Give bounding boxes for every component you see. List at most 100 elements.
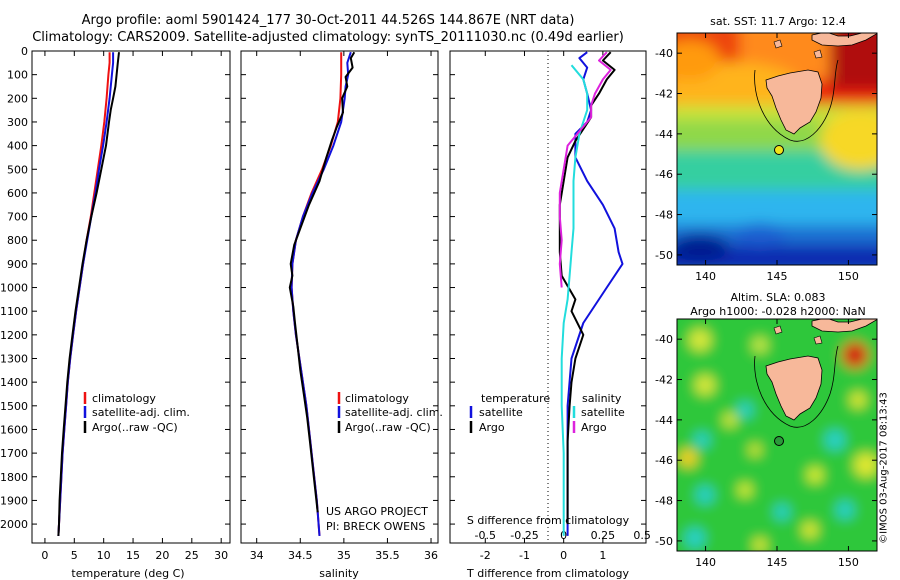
- argo-float-marker: [774, 436, 784, 446]
- project-annotation-line1: US ARGO PROJECT: [326, 505, 428, 518]
- sla-map-axes: -40 -42 -44 -46 -48 -50 140 145 150: [655, 319, 877, 569]
- x-tick-label: 10: [97, 549, 111, 562]
- latitude-tick-label: -42: [655, 374, 673, 387]
- x-tick-label: 0: [41, 549, 48, 562]
- depth-tick-label: 500: [7, 163, 28, 176]
- salinity-difference-tick-label: 0.5: [633, 529, 651, 542]
- depth-tick-label: 1400: [0, 376, 28, 389]
- temperature-axis-label: temperature (deg C): [71, 567, 184, 580]
- x-tick-label: 1: [599, 549, 606, 562]
- depth-tick-label: 800: [7, 234, 28, 247]
- sst-field: [677, 33, 877, 265]
- project-annotation-line2: PI: BRECK OWENS: [326, 520, 425, 533]
- longitude-tick-label: 145: [767, 270, 788, 283]
- salinity-y-ticks: [241, 50, 438, 525]
- salinity-panel: 34 34.5 35 35.5 36 salinity climatology sate…: [240, 50, 443, 580]
- latitude-tick-label: -50: [655, 249, 673, 262]
- salinity-difference-axis-label: S difference from climatology: [467, 514, 630, 527]
- legend-label-argo: Argo(..raw -QC): [345, 421, 431, 434]
- depth-tick-label: 700: [7, 211, 28, 224]
- difference-axes-frame: [449, 50, 647, 544]
- x-tick-label: 5: [71, 549, 78, 562]
- longitude-tick-label: 150: [838, 556, 859, 569]
- salinity-difference-tick-label: -0.5: [475, 529, 496, 542]
- latitude-tick-label: -42: [655, 88, 673, 101]
- legend-label-s-satellite: satellite: [581, 406, 625, 419]
- difference-x-axis: -2 -1 0 1: [480, 51, 606, 562]
- temperature-difference-axis-label: T difference from climatology: [466, 567, 629, 580]
- latitude-tick-label: -44: [655, 414, 673, 427]
- legend-label-argo: Argo(..raw -QC): [92, 421, 178, 434]
- x-tick-label: 0: [560, 549, 567, 562]
- longitude-tick-label: 140: [695, 270, 716, 283]
- temperature-axes-frame: [31, 50, 231, 544]
- temperature-legend: climatology satellite-adj. clim. Argo(..…: [83, 392, 190, 434]
- legend-label-climatology: climatology: [92, 392, 156, 405]
- salinity-difference-tick-label: 0.25: [591, 529, 616, 542]
- legend-label-t-satellite: satellite: [479, 406, 523, 419]
- x-tick-label: 35.5: [375, 549, 400, 562]
- latitude-tick-label: -48: [655, 495, 673, 508]
- flinders-island: [813, 335, 823, 345]
- depth-tick-label: 200: [7, 92, 28, 105]
- x-tick-label: 34.5: [288, 549, 313, 562]
- depth-tick-label: 2000: [0, 518, 28, 531]
- argo-raw-qc-line: [288, 51, 356, 513]
- x-tick-label: 34: [250, 549, 264, 562]
- figure-title-line2: Climatology: CARS2009. Satellite-adjuste…: [32, 30, 624, 45]
- sst-map-axes: -40 -42 -44 -46 -48 -50 140 145 150: [655, 33, 877, 283]
- depth-axis: 0 100 200 300 400 500 600 700 800 900 1000 1100 1200…: [0, 45, 230, 531]
- difference-panel: -2 -1 0 1 -0.5 -0.25 0 0.25 0.5 S difference fr…: [449, 50, 651, 580]
- depth-tick-label: 900: [7, 258, 28, 271]
- x-tick-label: 15: [126, 549, 140, 562]
- legend-label-satellite: satellite-adj. clim.: [345, 406, 443, 419]
- x-tick-label: -2: [480, 549, 491, 562]
- sla-map: Altim. SLA: 0.083 Argo h1000: -0.028 h20…: [655, 291, 878, 569]
- difference-y-ticks: [450, 50, 646, 525]
- mainland-land: [811, 319, 877, 333]
- salinity-legend: climatology satellite-adj. clim. Argo(..…: [337, 392, 443, 434]
- salinity-difference-tick-label: -0.25: [510, 529, 538, 542]
- depth-tick-label: 100: [7, 69, 28, 82]
- temperature-panel: 0100200300400500600700800900100011001200…: [0, 45, 231, 580]
- sst-map-title: sat. SST: 11.7 Argo: 12.4: [710, 15, 846, 28]
- depth-tick-label: 1200: [0, 329, 28, 342]
- x-tick-label: 30: [214, 549, 228, 562]
- latitude-tick-label: -44: [655, 128, 673, 141]
- tasmania-land: [765, 355, 823, 421]
- difference-legend: temperature salinity satellite Argo sate…: [469, 392, 625, 434]
- argo-float-marker: [774, 145, 784, 155]
- sla-field: [677, 319, 877, 551]
- legend-header-salinity: salinity: [582, 392, 622, 405]
- x-tick-label: 35: [337, 549, 351, 562]
- difference-series: [558, 51, 624, 536]
- longitude-tick-label: 150: [838, 270, 859, 283]
- sst-map: sat. SST: 11.7 Argo: 12.4: [655, 15, 878, 283]
- figure-title-line1: Argo profile: aoml 5901424_177 30-Oct-20…: [81, 13, 575, 28]
- salinity-satellite-line: [560, 64, 589, 536]
- legend-label-t-argo: Argo: [479, 421, 505, 434]
- depth-tick-label: 1000: [0, 282, 28, 295]
- depth-tick-label: 300: [7, 116, 28, 129]
- latitude-tick-label: -40: [655, 47, 673, 60]
- king-island: [773, 325, 783, 335]
- depth-tick-label: 600: [7, 187, 28, 200]
- flinders-island: [813, 49, 823, 59]
- mainland-land: [811, 33, 877, 47]
- salinity-x-axis: 34 34.5 35 35.5 36: [250, 51, 438, 562]
- sla-map-title-line1: Altim. SLA: 0.083: [730, 291, 825, 304]
- shelf-contour: [754, 345, 839, 428]
- depth-tick-label: 400: [7, 140, 28, 153]
- x-tick-label: 20: [155, 549, 169, 562]
- depth-tick-label: 1600: [0, 423, 28, 436]
- temperature-x-axis: 0 5 10 15 20 25 30: [41, 51, 228, 562]
- depth-tick-label: 0: [21, 45, 28, 58]
- depth-tick-label: 1300: [0, 353, 28, 366]
- salinity-argo-line: [558, 51, 612, 288]
- temperature-series: [57, 52, 120, 536]
- salinity-axis-label: salinity: [319, 567, 359, 580]
- depth-tick-label: 1700: [0, 447, 28, 460]
- legend-header-temperature: temperature: [481, 392, 550, 405]
- latitude-tick-label: -50: [655, 535, 673, 548]
